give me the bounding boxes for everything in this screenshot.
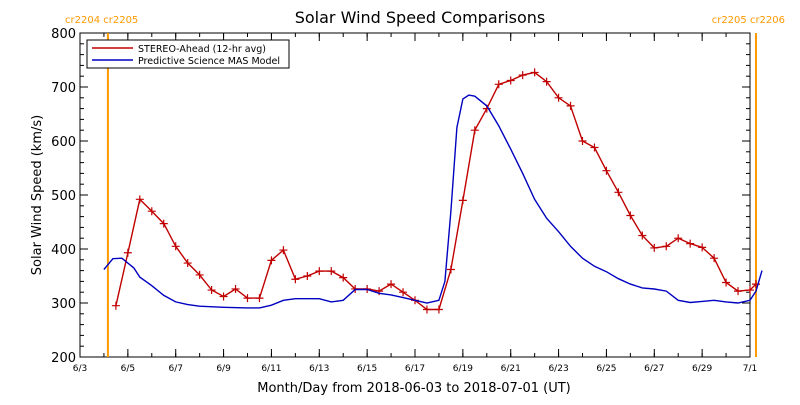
data-point-marker: [674, 234, 683, 243]
data-point-marker: [494, 80, 503, 89]
data-point-marker: [746, 286, 754, 295]
rotation-marker-layer: cr2204 cr2205 cr2205 cr2206: [65, 15, 785, 357]
data-point-marker: [183, 259, 192, 268]
legend-label: Predictive Science MAS Model: [138, 56, 280, 67]
x-tick-label: 6/29: [692, 364, 712, 374]
data-point-marker: [231, 284, 240, 293]
x-tick-label: 6/19: [453, 364, 473, 374]
data-point-marker: [171, 242, 180, 251]
data-point-marker: [518, 71, 527, 80]
data-point-marker: [578, 137, 587, 145]
series-layer: [103, 68, 763, 314]
x-tick-label: 6/21: [501, 364, 521, 374]
data-point-marker: [722, 278, 731, 287]
y-tick-label: 700: [51, 81, 76, 96]
data-point-marker: [159, 219, 168, 228]
x-tick-label: 6/27: [644, 364, 664, 374]
data-point-marker: [291, 275, 300, 284]
data-point-marker: [530, 68, 539, 77]
x-tick-label: 6/13: [309, 364, 329, 374]
data-point-marker: [602, 166, 611, 175]
data-point-marker: [710, 254, 719, 263]
data-point-marker: [614, 188, 623, 197]
x-axis-label: Month/Day from 2018-06-03 to 2018-07-01 …: [257, 381, 570, 396]
data-point-marker: [446, 265, 455, 274]
data-point-marker: [590, 143, 599, 152]
data-point-marker: [135, 195, 144, 204]
x-tick-label: 6/25: [596, 364, 616, 374]
x-tick-label: 6/23: [548, 364, 568, 374]
legend: STEREO-Ahead (12-hr avg)Predictive Scien…: [86, 39, 290, 69]
data-point-marker: [434, 305, 443, 314]
data-point-marker: [734, 287, 743, 296]
x-tick-label: 6/5: [121, 364, 135, 374]
axes-layer: 200 300 400 500 600 700 800 6/3 6/5 6/7 6/9 6/11 6/1…: [51, 27, 757, 374]
y-axis-label: Solar Wind Speed (km/s): [30, 115, 45, 275]
data-point-marker: [147, 207, 156, 216]
data-point-marker: [303, 272, 312, 280]
data-point-marker: [566, 101, 575, 110]
data-point-marker: [686, 239, 695, 248]
data-point-marker: [327, 267, 336, 276]
data-point-marker: [315, 267, 324, 276]
y-tick-label: 600: [51, 135, 76, 150]
y-tick-label: 300: [51, 297, 76, 312]
x-tick-label: 7/1: [743, 364, 757, 374]
data-point-marker: [458, 196, 467, 205]
data-point-marker: [698, 243, 707, 252]
series-line-1: [103, 94, 763, 309]
legend-label: STEREO-Ahead (12-hr avg): [138, 44, 266, 55]
data-point-marker: [207, 286, 216, 295]
y-tick-label: 400: [51, 243, 76, 258]
y-tick-label: 200: [51, 351, 76, 366]
data-point-marker: [626, 211, 635, 220]
data-point-marker: [111, 301, 120, 310]
x-tick-label: 6/11: [261, 364, 281, 374]
carrington-rotation-label: cr2205 cr2206: [712, 15, 785, 26]
data-point-marker: [470, 126, 479, 135]
data-point-marker: [542, 77, 551, 86]
data-point-marker: [123, 248, 132, 257]
plot-frame: [79, 32, 751, 358]
data-point-marker: [339, 273, 348, 282]
data-point-marker: [662, 242, 671, 251]
x-tick-label: 6/17: [405, 364, 425, 374]
x-tick-label: 6/15: [357, 364, 377, 374]
x-tick-label: 6/7: [168, 364, 182, 374]
data-point-marker: [506, 76, 515, 85]
data-point-marker: [267, 256, 276, 265]
data-point-marker: [387, 280, 396, 289]
data-point-marker: [279, 246, 288, 255]
data-point-marker: [422, 305, 431, 314]
data-point-marker: [554, 93, 563, 102]
x-tick-label: 6/3: [73, 364, 87, 374]
y-tick-label: 500: [51, 189, 76, 204]
series-line-0: [115, 71, 757, 311]
y-tick-label: 800: [51, 27, 76, 42]
data-point-marker: [650, 243, 659, 252]
legend-box: [86, 39, 290, 69]
data-point-marker: [195, 270, 204, 279]
data-point-marker: [219, 292, 228, 301]
chart-title: Solar Wind Speed Comparisons: [295, 8, 546, 27]
data-point-marker: [399, 288, 408, 297]
data-point-marker: [638, 231, 647, 240]
carrington-rotation-label: cr2204 cr2205: [65, 15, 138, 26]
data-point-marker: [243, 294, 252, 303]
data-point-marker: [255, 294, 264, 303]
x-tick-label: 6/9: [216, 364, 231, 374]
